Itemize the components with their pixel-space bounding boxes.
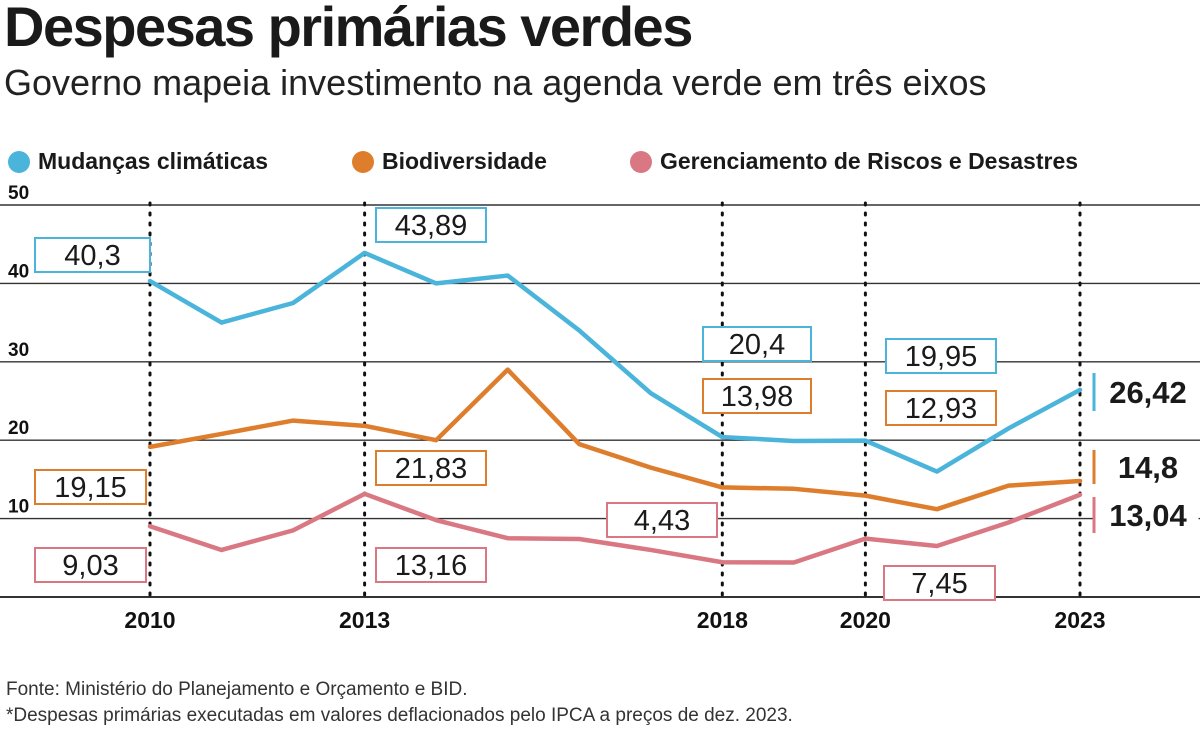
source-note: Fonte: Ministério do Planejamento e Orça… <box>6 679 468 700</box>
data-label: 14,8 <box>1118 450 1178 485</box>
x-tick-label: 2010 <box>124 607 175 633</box>
legend-label-mudancas: Mudanças climáticas <box>38 148 269 174</box>
data-label-box <box>375 450 487 486</box>
data-label: 4,43 <box>634 505 690 537</box>
data-label: 40,3 <box>64 240 120 272</box>
data-label-box <box>34 237 151 273</box>
legend-label-biodiversidade: Biodiversidade <box>382 148 547 174</box>
data-label-box <box>34 547 147 583</box>
data-label-box <box>1093 372 1199 412</box>
data-label: 26,42 <box>1109 375 1187 410</box>
data-label-box <box>606 502 718 538</box>
data-label: 21,83 <box>395 453 468 485</box>
x-tick-label: 2023 <box>1054 607 1105 633</box>
data-label: 13,98 <box>721 381 794 413</box>
legend-dot-biodiversidade <box>352 150 374 173</box>
legend-dot-riscos <box>630 150 652 173</box>
data-label: 20,4 <box>729 329 785 361</box>
data-label-box <box>375 207 487 243</box>
legend-item-biodiversidade: Biodiversidade <box>352 148 547 175</box>
data-label: 13,16 <box>395 550 468 582</box>
data-label-box <box>885 390 997 426</box>
y-tick-label: 30 <box>8 340 29 361</box>
chart-subtitle: Governo mapeia investimento na agenda ve… <box>4 62 987 103</box>
data-label: 9,03 <box>62 550 118 582</box>
legend-item-riscos: Gerenciamento de Riscos e Desastres <box>630 148 1078 175</box>
y-tick-label: 40 <box>8 261 29 282</box>
y-tick-label: 20 <box>8 418 29 439</box>
line-chart: 10 20 30 40 50 2010 2013 2018 2020 2023 40,3 43,89 2… <box>0 183 1200 633</box>
data-label: 12,93 <box>905 393 978 425</box>
data-label-box <box>702 326 812 362</box>
x-tick-label: 2013 <box>339 607 390 633</box>
x-tick-label: 2020 <box>840 607 891 633</box>
chart-title: Despesas primárias verdes <box>4 0 693 58</box>
data-label-box <box>883 565 996 601</box>
legend-dot-mudancas <box>8 150 30 173</box>
y-tick-label: 50 <box>8 183 29 204</box>
series-line-1 <box>147 250 1083 474</box>
y-tick-label: 10 <box>8 497 29 518</box>
series-line-3 <box>147 491 1083 565</box>
data-label-box <box>1093 449 1199 485</box>
x-tick-label: 2018 <box>697 607 748 633</box>
data-label-box <box>34 469 147 505</box>
data-label-box <box>702 378 812 414</box>
data-label: 43,89 <box>395 210 468 242</box>
data-label: 19,95 <box>905 341 978 373</box>
footnote: *Despesas primárias executadas em valore… <box>6 705 793 726</box>
data-label-box <box>375 547 487 583</box>
legend-item-mudancas: Mudanças climáticas <box>8 148 268 175</box>
data-label: 7,45 <box>911 568 967 600</box>
series-line-2 <box>147 367 1083 512</box>
data-label: 13,04 <box>1109 498 1187 533</box>
legend-label-riscos: Gerenciamento de Riscos e Desastres <box>660 148 1079 174</box>
data-label: 19,15 <box>54 472 127 504</box>
data-label-box <box>885 338 997 374</box>
